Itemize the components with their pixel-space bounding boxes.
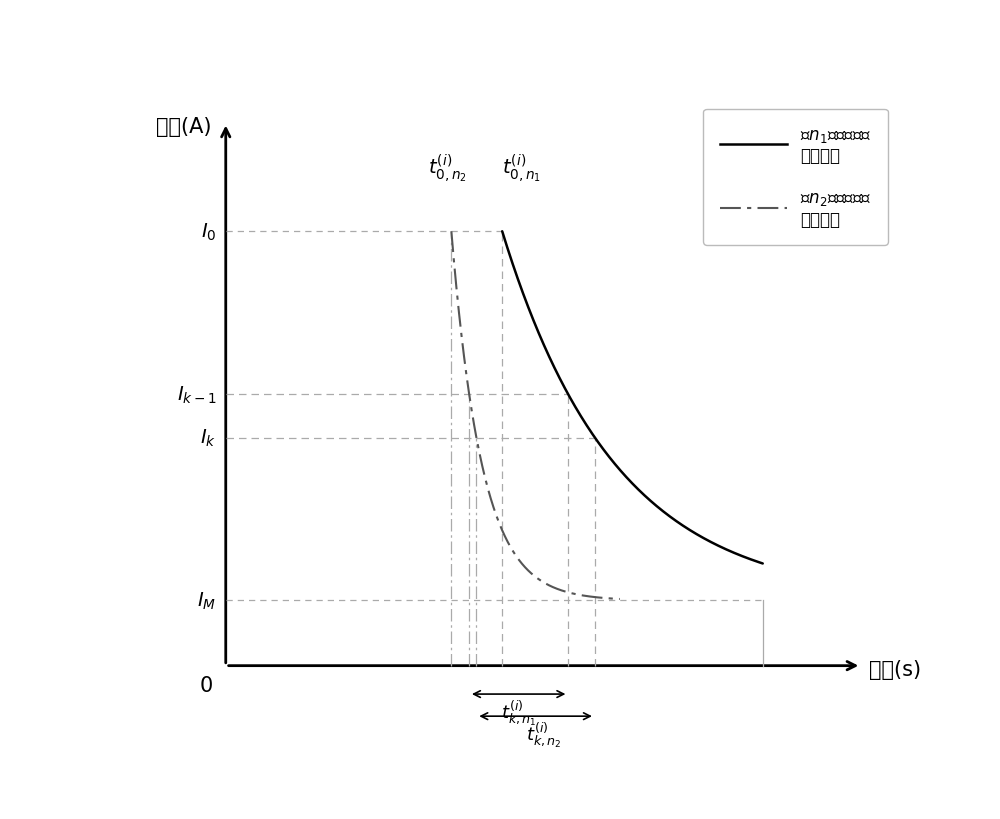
- Text: $I_{k-1}$: $I_{k-1}$: [177, 384, 216, 405]
- Text: $t_{k,n_2}^{(i)}$: $t_{k,n_2}^{(i)}$: [526, 719, 561, 749]
- Text: $I_M$: $I_M$: [197, 590, 216, 612]
- Text: 电流(A): 电流(A): [156, 117, 212, 137]
- Text: $I_0$: $I_0$: [201, 221, 216, 242]
- Text: $I_k$: $I_k$: [200, 428, 216, 449]
- Text: 时间(s): 时间(s): [869, 659, 921, 679]
- Legend: 第$n_1$次恒压充电
电流曲线, 第$n_2$次恒压充电
电流曲线: 第$n_1$次恒压充电 电流曲线, 第$n_2$次恒压充电 电流曲线: [703, 110, 888, 246]
- Text: $t_{0,n_1}^{(i)}$: $t_{0,n_1}^{(i)}$: [502, 152, 541, 184]
- Text: $t_{k,n_1}^{(i)}$: $t_{k,n_1}^{(i)}$: [501, 698, 536, 727]
- Text: 0: 0: [200, 675, 213, 695]
- Text: $t_{0,n_2}^{(i)}$: $t_{0,n_2}^{(i)}$: [428, 152, 467, 184]
